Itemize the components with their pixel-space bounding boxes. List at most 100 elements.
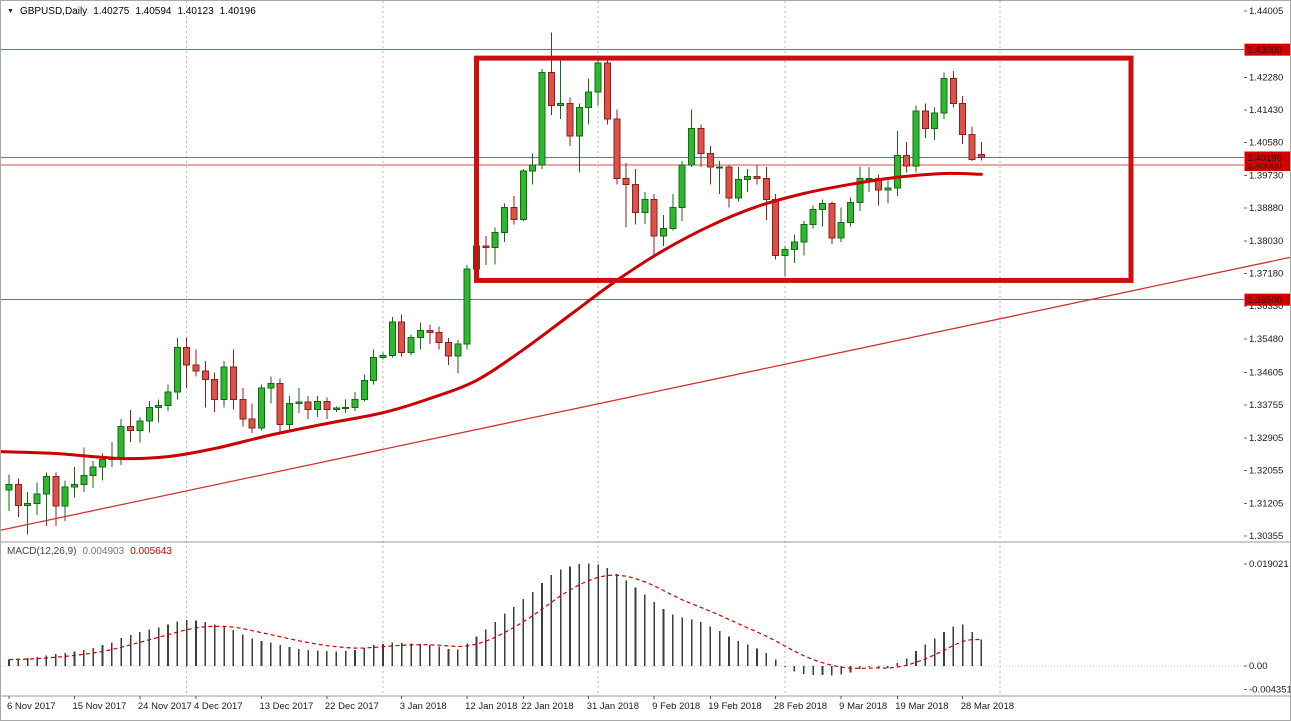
- candle-body-bear: [248, 418, 256, 429]
- candle-body-bear: [949, 78, 957, 105]
- time-axis-label: 3 Jan 2018: [400, 701, 447, 712]
- candle-body-bear: [613, 118, 621, 180]
- candle-body-bull: [136, 420, 144, 431]
- price-axis-label: 1.40580: [1249, 138, 1283, 149]
- candle-body-bull: [388, 321, 396, 356]
- symbol-timeframe: GBPUSD,Daily: [19, 6, 88, 17]
- macd-axis-label: 0.00: [1249, 661, 1268, 672]
- time-axis-label: 12 Jan 2018: [465, 701, 517, 712]
- price-level-badge: 1.40000: [1248, 161, 1282, 172]
- moving-average-line: [1, 171, 983, 461]
- candle-body-bear: [959, 103, 967, 135]
- candle-body-bear: [977, 153, 985, 159]
- candle-body-bear: [697, 128, 705, 155]
- candle-body-bull: [790, 241, 798, 251]
- macd-indicator-label: MACD(12,26,9) 0.004903 0.005643: [7, 546, 172, 557]
- candle-body-bull: [865, 178, 873, 181]
- candle-body-bear: [762, 178, 770, 201]
- candle-body-bull: [454, 343, 462, 357]
- candle-body-bull: [5, 483, 13, 491]
- candle-body-bull: [70, 483, 78, 488]
- candle-body-bear: [398, 321, 406, 353]
- macd-name: MACD(12,26,9): [7, 546, 77, 557]
- candle-body-bull: [295, 401, 303, 405]
- candle-body-bull: [519, 170, 527, 221]
- candle-body-bear: [52, 476, 60, 507]
- candle-body-bear: [622, 178, 630, 185]
- candle-body-bull: [501, 206, 509, 233]
- candle-body-bear: [921, 110, 929, 130]
- candle-body-bull: [370, 356, 378, 381]
- candle-body-bull: [884, 187, 892, 191]
- current-price-badge: 1.40196: [1248, 153, 1282, 164]
- candle-body-bull: [575, 106, 583, 137]
- candle-body-bull: [800, 224, 808, 243]
- candle-body-bull: [912, 110, 920, 167]
- time-axis-label: 4 Dec 2017: [194, 701, 243, 712]
- price-axis-label: 1.34605: [1249, 368, 1283, 379]
- ohlc-close: 1.40196: [219, 6, 256, 17]
- current-price-badge-bg: [1244, 151, 1290, 164]
- candle-body-bull: [734, 179, 742, 199]
- candle-body-bull: [99, 458, 106, 468]
- price-axis-label: 1.39730: [1249, 170, 1283, 181]
- candle-body-bear: [183, 347, 191, 366]
- time-axis-label: 28 Mar 2018: [961, 701, 1014, 712]
- time-axis-label: 19 Mar 2018: [895, 701, 948, 712]
- candle-body-bull: [678, 164, 686, 208]
- time-axis-label: 6 Nov 2017: [7, 701, 56, 712]
- candle-body-bear: [725, 166, 733, 199]
- candle-body-bear: [631, 183, 639, 214]
- candle-body-bull: [42, 476, 50, 495]
- price-axis-label: 1.35480: [1249, 334, 1283, 345]
- candle-body-bear: [566, 103, 574, 137]
- candle-body-bear: [426, 329, 434, 333]
- candle-body-bear: [444, 342, 452, 357]
- candle-body-bull: [61, 486, 69, 507]
- candle-body-bull: [641, 199, 649, 214]
- candle-body-bull: [940, 78, 948, 114]
- candle-body-bear: [772, 199, 780, 256]
- candle-body-bull: [594, 62, 602, 93]
- price-level-badge: 1.36500: [1248, 295, 1282, 306]
- candle-body-bear: [482, 245, 490, 249]
- candle-body-bull: [585, 91, 593, 108]
- time-axis-label: 15 Nov 2017: [72, 701, 126, 712]
- candle-body-bull: [529, 164, 537, 172]
- time-axis-label: 24 Nov 2017: [138, 701, 192, 712]
- candle-body-bear: [201, 370, 209, 381]
- candle-body-bull: [286, 403, 293, 426]
- candle-body-bull: [257, 387, 265, 429]
- candle-body-bear: [14, 483, 22, 506]
- candle-body-bull: [557, 103, 565, 106]
- candle-body-bull: [155, 404, 163, 408]
- candle-body-bull: [314, 401, 322, 410]
- price-axis-label: 1.30355: [1249, 531, 1283, 542]
- candle-body-bull: [463, 268, 471, 345]
- candle-body-bull: [660, 228, 667, 237]
- macd-signal-line: [8, 574, 982, 670]
- candle-body-bear: [435, 331, 443, 344]
- candle-body-bull: [379, 354, 387, 358]
- ohlc-low: 1.40123: [177, 6, 214, 17]
- time-axis-label: 22 Dec 2017: [325, 701, 379, 712]
- candle-body-bull: [538, 72, 546, 166]
- candle-body-bull: [164, 391, 172, 406]
- candle-body-bear: [650, 199, 658, 237]
- time-axis-label: 9 Mar 2018: [839, 701, 887, 712]
- candle-body-bear: [276, 383, 284, 426]
- candle-body-bull: [89, 466, 97, 476]
- price-axis-label: 1.41430: [1249, 105, 1283, 116]
- candle-body-bull: [781, 249, 789, 256]
- candle-body-bear: [211, 379, 219, 401]
- time-axis-label: 28 Feb 2018: [774, 701, 827, 712]
- candle-body-bull: [416, 329, 424, 338]
- candle-body-bull: [818, 203, 826, 210]
- candle-body-bull: [893, 154, 901, 189]
- candle-body-bull: [351, 399, 359, 408]
- price-axis-label: 1.38030: [1249, 236, 1283, 247]
- candle-body-bull: [173, 347, 181, 393]
- symbol-dropdown-icon[interactable]: ▼: [7, 7, 14, 15]
